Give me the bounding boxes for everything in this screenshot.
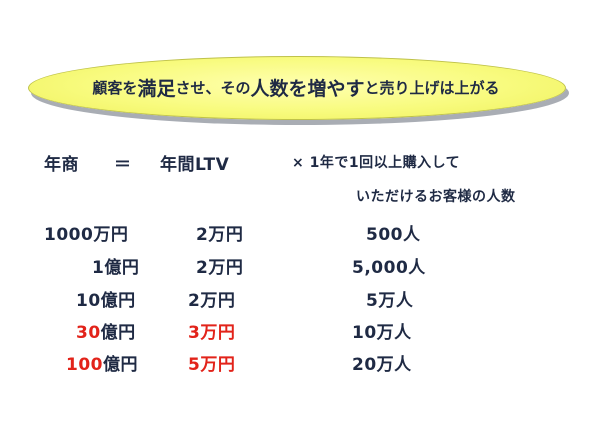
row-ltv-text: 2万円 (196, 258, 244, 278)
row-people: 5,000人 (352, 258, 426, 278)
formula-multiplier-line1: × 1年で1回以上購入して (292, 155, 461, 171)
headline-part1: 顧客を (92, 78, 138, 97)
headline-banner (28, 56, 566, 120)
row-revenue: 30億円 (76, 318, 136, 343)
row-revenue-number: 100 (66, 355, 103, 375)
row-ltv-highlight: 3万円 (188, 323, 236, 343)
row-revenue: 100億円 (66, 350, 138, 375)
row-ltv-text: 2万円 (196, 225, 244, 245)
row-ltv: 2万円 (188, 286, 235, 311)
formula-lhs: 年商 (44, 155, 79, 175)
row-ltv-text: 2万円 (188, 291, 236, 311)
row-ltv: 2万円 (196, 220, 243, 245)
headline-part3: させ、その (175, 78, 251, 97)
formula-equals: ＝ (114, 155, 132, 175)
headline-part6: 増 (307, 77, 327, 100)
row-revenue-text: 1000万円 (44, 225, 129, 245)
row-revenue: 1000万円 (44, 220, 128, 245)
headline-part5: を (288, 77, 308, 100)
row-ltv: 2万円 (196, 253, 243, 278)
row-people: 10万人 (352, 323, 412, 343)
row-revenue: 10億円 (76, 286, 136, 311)
headline-part8: す (345, 77, 365, 100)
formula-rhs: 年間LTV (160, 155, 230, 175)
headline-part2: 満足 (137, 77, 176, 100)
headline: 顧客を 満足 させ、その 人数 を 増 や す と売り上げは上がる (28, 56, 564, 118)
row-revenue: 1億円 (92, 253, 139, 278)
row-revenue-unit: 億円 (100, 323, 136, 343)
headline-part4: 人数 (250, 77, 289, 100)
row-ltv-highlight: 5万円 (188, 355, 236, 375)
row-people: 5万人 (366, 291, 414, 311)
headline-part9: と売り上げは上がる (364, 78, 500, 97)
row-revenue-number: 30 (76, 323, 101, 343)
row-revenue-text: 1億円 (92, 258, 140, 278)
row-revenue-unit: 億円 (103, 355, 138, 375)
row-people: 500人 (366, 225, 421, 245)
row-people: 20万人 (352, 355, 412, 375)
formula-multiplier-line2: いただけるお客様の人数 (356, 189, 516, 205)
headline-part7: や (326, 77, 346, 100)
row-revenue-text: 10億円 (76, 291, 136, 311)
